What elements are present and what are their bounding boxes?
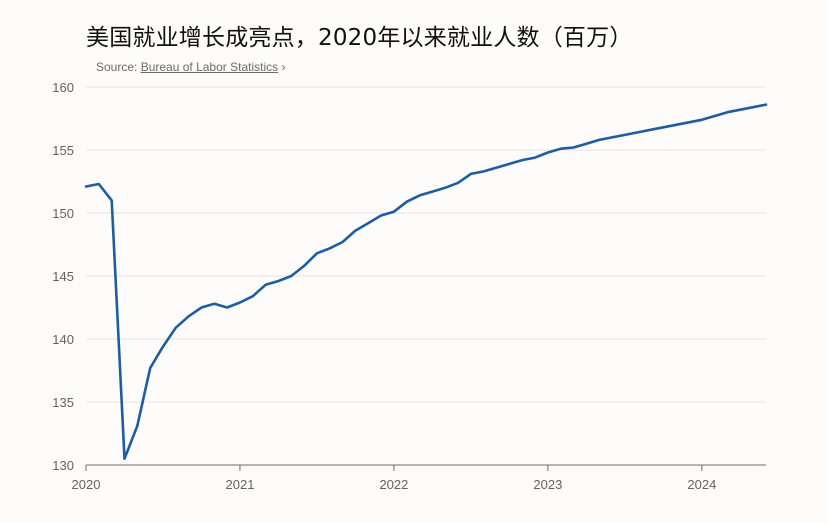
y-tick-label-130: 130 xyxy=(52,458,74,473)
y-tick-label-135: 135 xyxy=(52,395,74,410)
y-tick-label-160: 160 xyxy=(52,80,74,95)
x-tick-label-2020: 2020 xyxy=(72,477,101,492)
source-prefix: Source: xyxy=(96,60,138,74)
x-tick-label-2024: 2024 xyxy=(687,477,716,492)
y-tick-label-145: 145 xyxy=(52,269,74,284)
x-tick-label-2021: 2021 xyxy=(226,477,255,492)
source-chevron-icon: › xyxy=(281,60,286,74)
y-tick-label-155: 155 xyxy=(52,143,74,158)
chart-source: Source: Bureau of Labor Statistics › xyxy=(96,60,285,74)
y-tick-label-140: 140 xyxy=(52,332,74,347)
x-tick-label-2023: 2023 xyxy=(533,477,562,492)
chart-title: 美国就业增长成亮点，2020年以来就业人数（百万） xyxy=(86,25,633,51)
series-line-0 xyxy=(84,103,768,461)
y-tick-label-150: 150 xyxy=(52,206,74,221)
source-link[interactable]: Bureau of Labor Statistics xyxy=(140,60,279,74)
x-tick-label-2022: 2022 xyxy=(379,477,408,492)
